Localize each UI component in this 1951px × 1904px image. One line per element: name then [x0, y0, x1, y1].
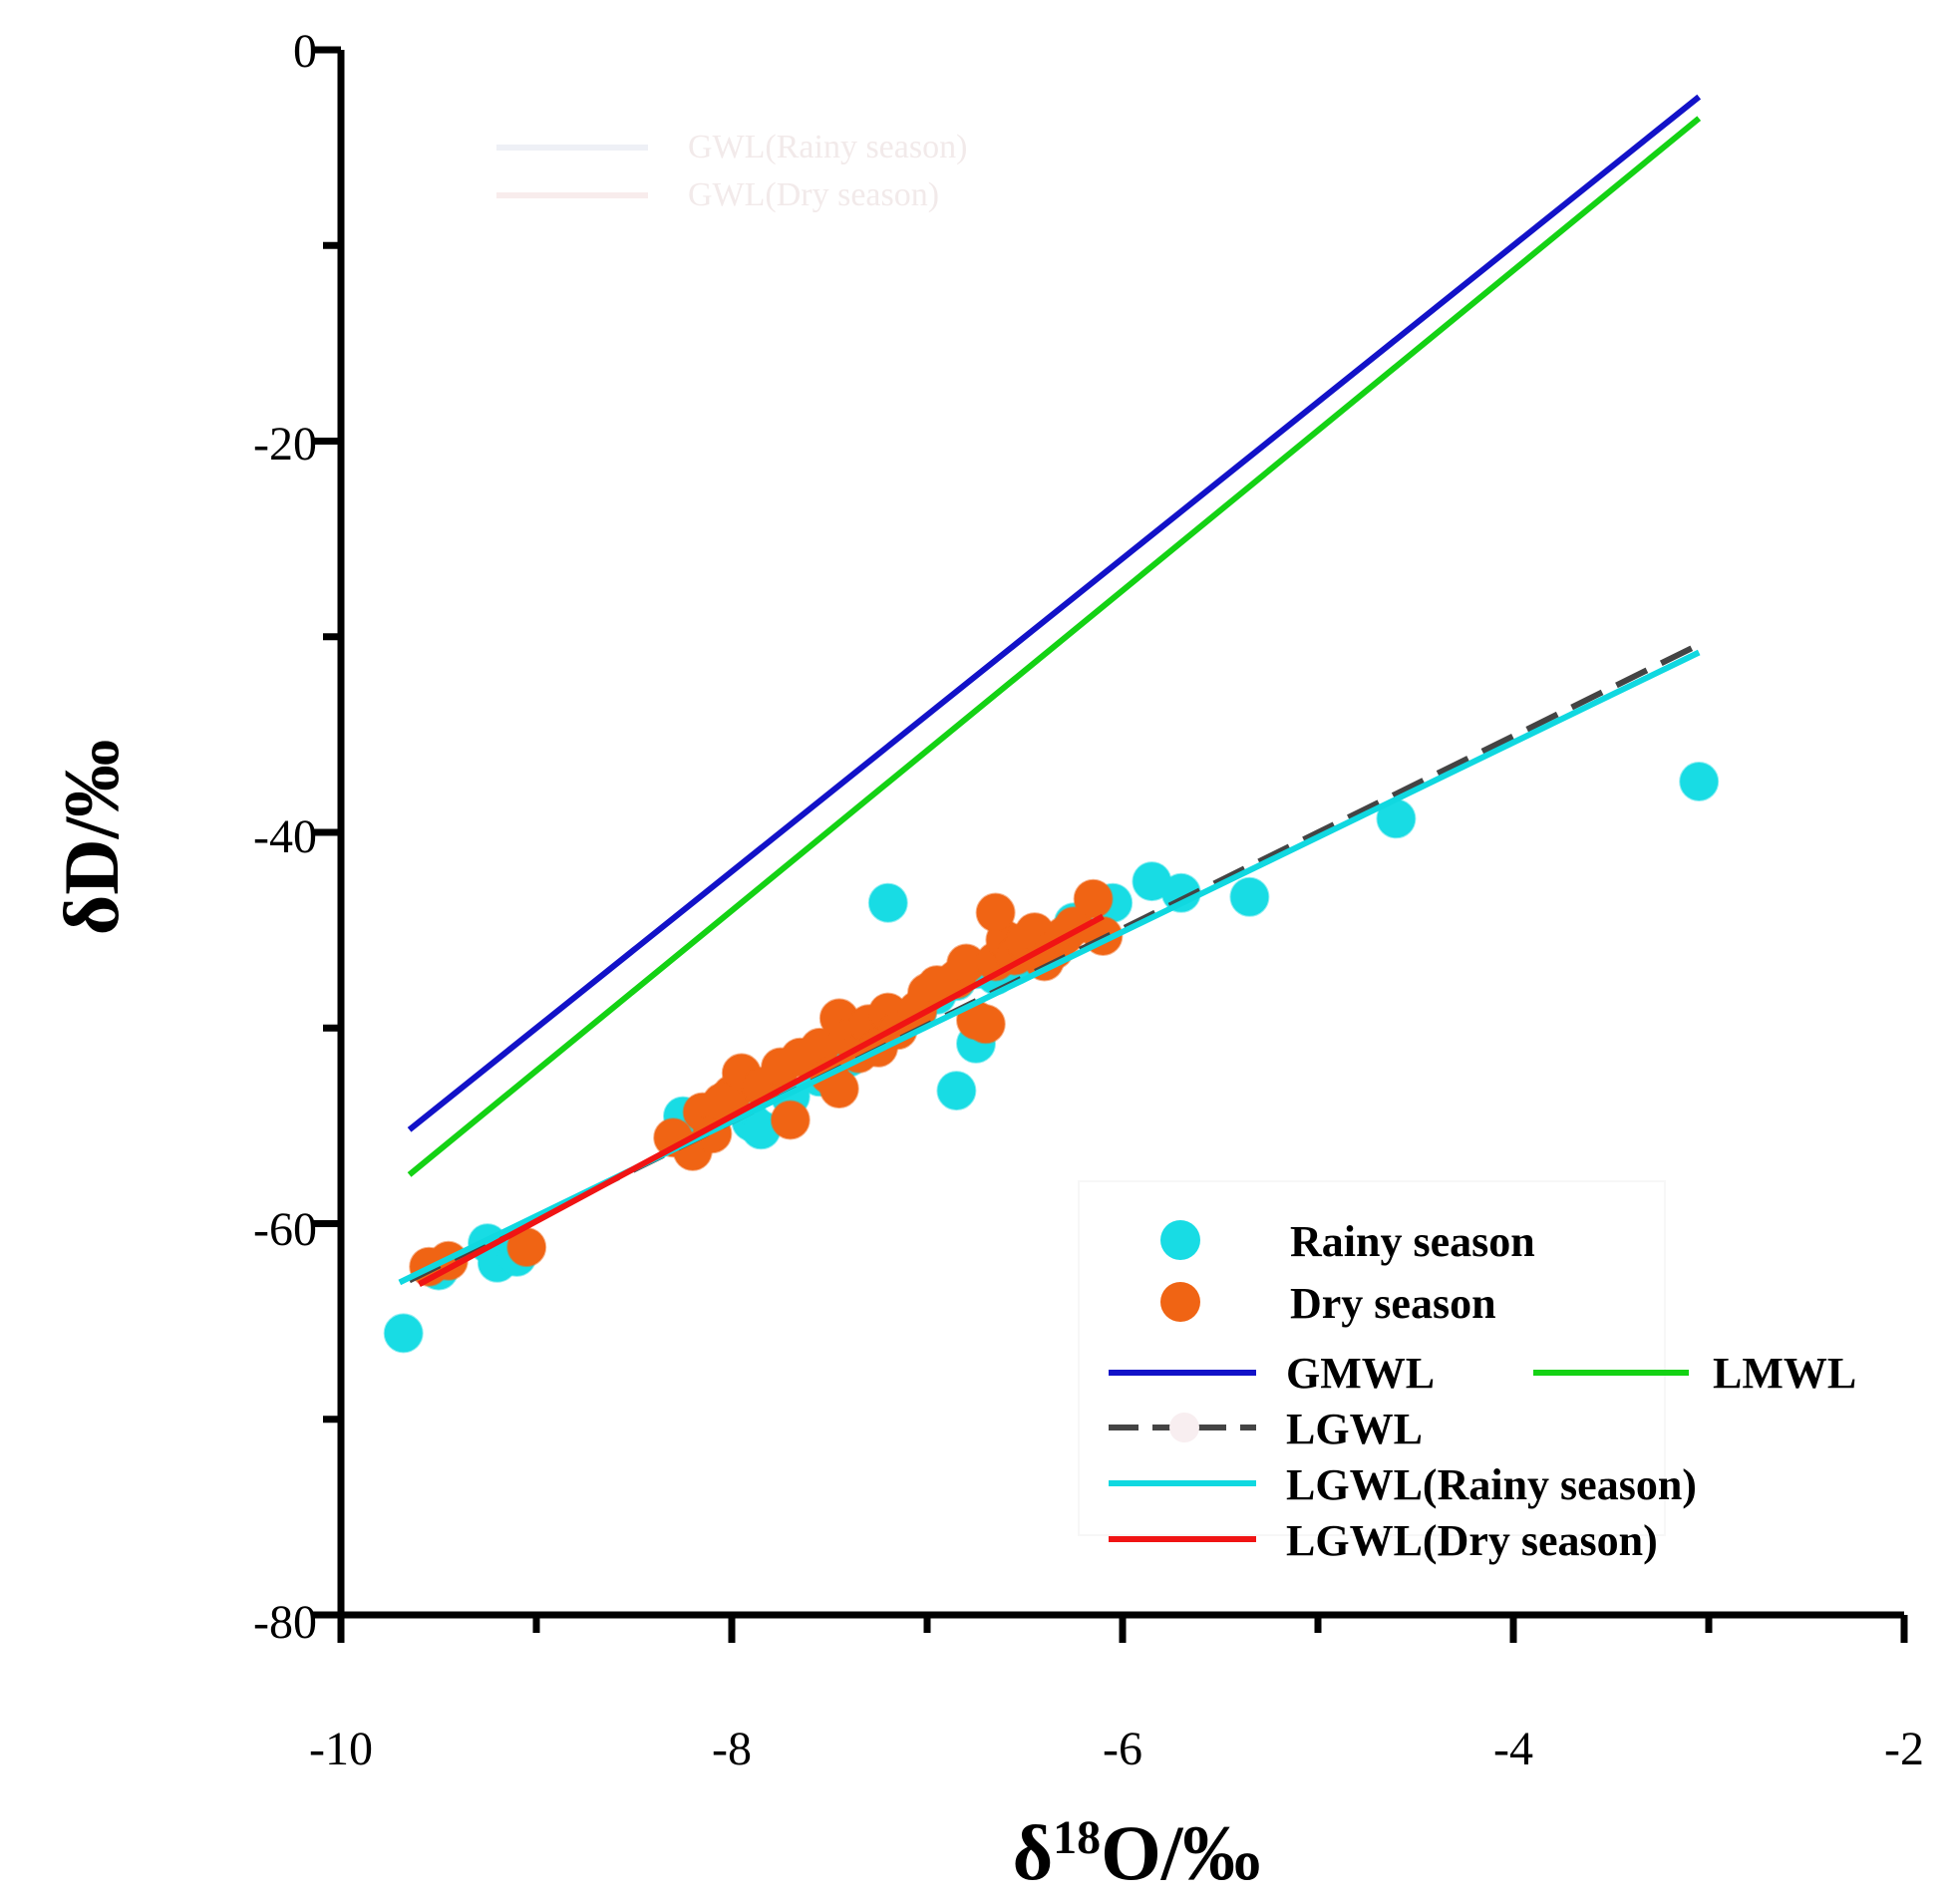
x-axis-title-superscript: 18: [1053, 1811, 1101, 1864]
point-dry-season: [770, 1100, 811, 1140]
point-rainy-season: [867, 882, 908, 923]
y-tick-label-minus80: -80: [253, 1596, 317, 1649]
ghost-legend-label-dry: GWL(Dry season): [688, 176, 939, 213]
point-rainy-season: [383, 1313, 424, 1354]
x-axis-title: δ18O/‰: [1013, 1809, 1261, 1896]
point-dry-season: [965, 1004, 1006, 1045]
x-axis-title-rest: O/‰: [1101, 1809, 1260, 1896]
point-rainy-season: [1679, 762, 1720, 801]
x-tick-label-minus6: -6: [1103, 1723, 1142, 1775]
point-rainy-season: [1229, 876, 1270, 917]
line-lgwl-dry-season: [417, 913, 1105, 1287]
point-dry-season: [1073, 878, 1114, 919]
y-tick-label-minus20: -20: [253, 418, 317, 471]
x-tick-label-minus2: -2: [1884, 1723, 1924, 1775]
x-tick-label-minus8: -8: [712, 1723, 752, 1775]
line-gmwl: [407, 94, 1702, 1132]
legend-marker-dry: [1160, 1282, 1200, 1322]
ghost-legend-label-rainy: GWL(Rainy season): [688, 129, 967, 165]
legend-label-gmwl: GMWL: [1286, 1349, 1435, 1398]
legend-label-lgwl-dry: LGWL(Dry season): [1286, 1516, 1658, 1565]
legend-label-rainy: Rainy season: [1290, 1217, 1535, 1266]
y-tick-label-minus60: -60: [253, 1203, 317, 1256]
line-lmwl: [407, 116, 1702, 1177]
legend: Rainy season Dry season GMWL LMWL LGWL L…: [1078, 1180, 1856, 1565]
legend-label-lgwl: LGWL: [1286, 1405, 1423, 1453]
legend-marker-rainy: [1160, 1220, 1200, 1260]
legend-label-lgwl-rainy: LGWL(Rainy season): [1286, 1460, 1697, 1509]
y-tick-label-minus40: -40: [253, 810, 317, 863]
axis-ticks: [313, 46, 1908, 1643]
point-dry-season: [975, 892, 1016, 933]
point-rainy-season: [936, 1071, 977, 1111]
legend-swatch-lgwl-marker: [1169, 1413, 1199, 1442]
regression-lines: [398, 94, 1702, 1287]
legend-label-dry: Dry season: [1290, 1279, 1496, 1328]
y-tick-label-0: 0: [293, 25, 317, 78]
legend-label-lmwl: LMWL: [1713, 1349, 1856, 1398]
x-tick-label-minus4: -4: [1493, 1723, 1533, 1775]
x-tick-label-minus10: -10: [309, 1723, 373, 1775]
y-axis-title: δD/‰: [48, 740, 135, 936]
ghost-legend: GWL(Rainy season) GWL(Dry season): [496, 129, 967, 213]
x-axis-title-delta: δ: [1013, 1809, 1054, 1896]
